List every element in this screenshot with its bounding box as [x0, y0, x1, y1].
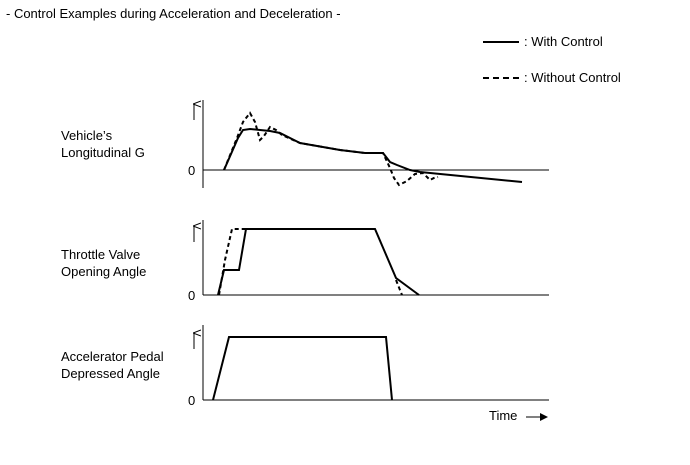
time-axis-label: Time	[489, 408, 518, 423]
pedal-curve	[212, 336, 393, 401]
legend-solid-line	[483, 41, 519, 43]
label-throttle-valve: Throttle Valve Opening Angle	[61, 246, 146, 280]
zero-label-longitudinal-g: 0	[188, 163, 196, 178]
throttle-with-control-curve	[217, 228, 420, 296]
throttle-without-control-tail	[395, 279, 403, 296]
legend-dashed-line	[483, 77, 519, 79]
diagram-title: - Control Examples during Acceleration a…	[6, 6, 341, 21]
zero-label-accelerator-pedal: 0	[188, 393, 196, 408]
g-with-control-curve	[223, 127, 523, 183]
label-throttle-valve-line2: Opening Angle	[61, 264, 147, 279]
label-longitudinal-g-line1: Vehicle’s	[61, 128, 113, 143]
zero-label-throttle-valve: 0	[188, 288, 196, 303]
label-longitudinal-g-line2: Longitudinal G	[61, 145, 145, 160]
label-accelerator-pedal-line2: Depressed Angle	[61, 366, 161, 381]
label-throttle-valve-line1: Throttle Valve	[61, 247, 141, 262]
label-longitudinal-g: Vehicle’s Longitudinal G	[61, 127, 145, 161]
throttle-without-control-curve	[218, 228, 246, 296]
legend-with-control: : With Control	[524, 34, 603, 49]
time-arrow-head-icon	[540, 413, 548, 421]
label-accelerator-pedal: Accelerator Pedal Depressed Angle	[61, 348, 164, 382]
legend-without-control: : Without Control	[524, 70, 621, 85]
label-accelerator-pedal-line1: Accelerator Pedal	[61, 349, 164, 364]
